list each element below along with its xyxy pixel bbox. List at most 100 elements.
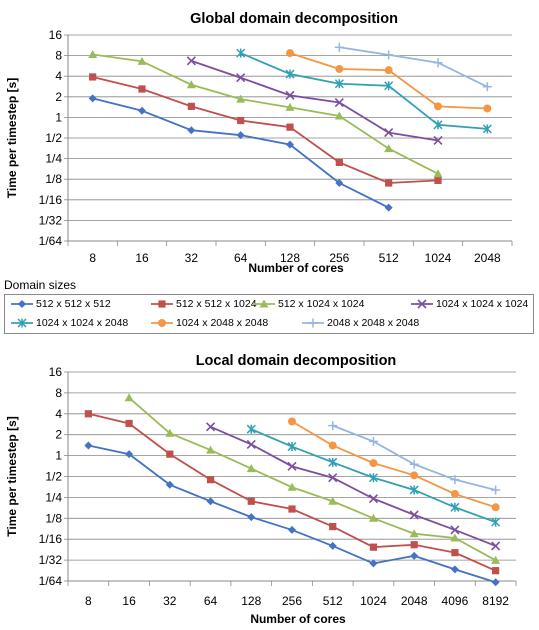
x-tick-label: 1024 xyxy=(425,251,452,265)
data-point xyxy=(334,111,344,120)
data-point xyxy=(247,497,255,505)
series-3 xyxy=(124,393,501,564)
data-point xyxy=(246,464,256,473)
y-tick-label: 2 xyxy=(55,428,62,442)
series-line xyxy=(191,60,439,142)
data-point xyxy=(450,533,460,542)
legend-swatch xyxy=(151,300,173,308)
y-tick-label: 1/32 xyxy=(39,213,63,227)
y-tick-label: 1/2 xyxy=(45,131,62,145)
y-tick-label: 8 xyxy=(55,49,62,63)
data-point xyxy=(288,417,296,426)
data-point xyxy=(385,179,393,187)
data-point xyxy=(368,473,378,483)
data-point xyxy=(433,169,443,178)
y-tick-label: 1/8 xyxy=(45,172,62,186)
x-tick-label: 64 xyxy=(234,251,248,265)
data-point xyxy=(138,106,146,115)
legend-marker xyxy=(259,299,269,308)
data-point xyxy=(124,393,134,402)
legend-marker xyxy=(158,300,166,308)
legend-swatch xyxy=(11,318,33,328)
y-tick-label: 2 xyxy=(55,90,62,104)
series-line xyxy=(291,420,496,509)
legend-label: 512 x 512 x 512 xyxy=(36,298,111,310)
data-point xyxy=(482,82,492,92)
data-point xyxy=(287,482,297,491)
x-tick-label: 512 xyxy=(379,251,399,265)
legend-item: 1024 x 2048 x 2048 xyxy=(151,317,268,329)
data-point xyxy=(450,565,459,574)
data-point xyxy=(166,450,174,458)
x-tick-label: 32 xyxy=(185,251,199,265)
data-point xyxy=(288,525,296,534)
data-point xyxy=(491,578,500,587)
data-point xyxy=(285,69,295,79)
series-3 xyxy=(88,50,443,178)
legend-item: 2048 x 2048 x 2048 xyxy=(302,317,419,329)
data-point xyxy=(334,42,344,52)
legend-marker xyxy=(18,300,26,309)
data-point xyxy=(206,445,216,454)
data-point xyxy=(88,94,97,103)
series-line xyxy=(210,425,496,547)
legend-item: 512 x 1024 x 1024 xyxy=(253,298,364,310)
x-tick-label: 16 xyxy=(135,251,149,265)
x-tick-label: 64 xyxy=(204,594,218,608)
series-line xyxy=(332,424,496,491)
series-5 xyxy=(246,424,501,527)
data-point xyxy=(286,123,294,131)
y-tick-label: 1/64 xyxy=(39,234,63,248)
legend-marker xyxy=(158,319,166,328)
data-point xyxy=(88,50,98,59)
data-point xyxy=(138,85,146,93)
data-point xyxy=(286,49,294,58)
data-point xyxy=(287,442,297,452)
x-tick-label: 16 xyxy=(122,594,136,608)
y-tick-label: 16 xyxy=(49,28,63,42)
data-point xyxy=(334,97,344,108)
data-point xyxy=(450,502,460,512)
series-2 xyxy=(84,410,500,575)
series-2 xyxy=(89,73,442,187)
legend-swatch xyxy=(253,299,275,308)
y-tick-label: 1 xyxy=(55,449,62,463)
series-line xyxy=(128,397,497,562)
legend-title: Domain sizes xyxy=(4,278,77,292)
legend-label: 512 x 512 x 1024 xyxy=(176,298,257,310)
series-line xyxy=(92,97,390,209)
data-point xyxy=(328,496,338,505)
data-point xyxy=(410,551,419,560)
data-point xyxy=(409,485,419,495)
x-tick-label: 2048 xyxy=(474,251,501,265)
legend-marker xyxy=(417,299,427,309)
y-axis-label: Time per timestep [s] xyxy=(5,416,19,536)
data-point xyxy=(125,450,134,459)
data-point xyxy=(287,461,297,471)
legend-label: 1024 x 1024 x 1024 xyxy=(436,298,529,310)
series-1 xyxy=(88,94,393,212)
series-6 xyxy=(288,417,500,512)
legend: 512 x 512 x 512 512 x 512 x 1024 512 x 102… xyxy=(4,294,534,334)
data-point xyxy=(384,144,394,153)
data-point xyxy=(328,541,337,550)
series-line xyxy=(92,76,439,184)
legend-label: 1024 x 1024 x 2048 xyxy=(36,317,129,329)
x-tick-label: 1024 xyxy=(360,594,387,608)
legend-item: 1024 x 1024 x 1024 xyxy=(411,298,528,310)
data-point xyxy=(410,471,419,480)
y-tick-label: 1/4 xyxy=(45,152,62,166)
data-point xyxy=(285,102,295,111)
data-point xyxy=(409,529,419,538)
y-tick-label: 1/64 xyxy=(39,574,63,588)
data-point xyxy=(205,422,216,432)
data-point xyxy=(450,489,459,498)
data-point xyxy=(491,541,501,551)
series-6 xyxy=(286,49,492,113)
data-point xyxy=(328,421,338,431)
local-decomposition-chart: Local domain decomposition 16 8 4 2 1 1/2 1/4 1/… xyxy=(5,353,517,626)
x-tick-label: 256 xyxy=(329,251,349,265)
y-tick-label: 1/16 xyxy=(39,193,63,207)
y-axis-label: Time per timestep [s] xyxy=(5,78,19,198)
data-point xyxy=(187,102,195,110)
